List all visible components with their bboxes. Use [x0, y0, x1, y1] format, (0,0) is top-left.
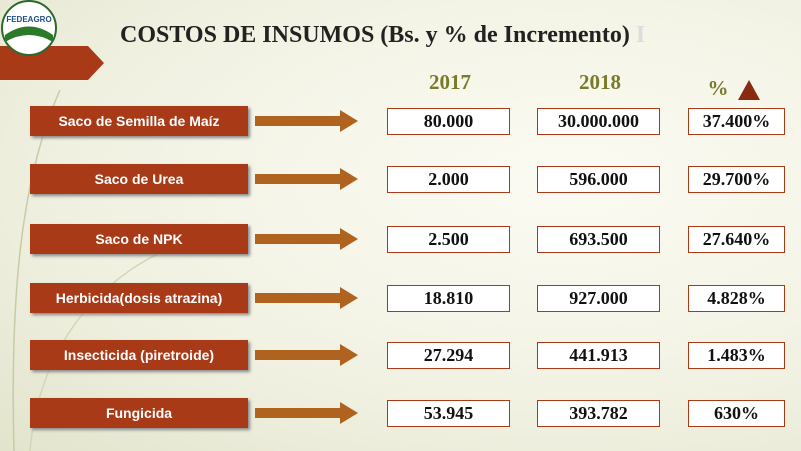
arrow — [255, 402, 358, 424]
row-label: Saco de Semilla de Maíz — [30, 106, 248, 136]
logo-field — [5, 26, 53, 42]
cell: 393.782 — [537, 400, 660, 427]
row-label: Fungicida — [30, 398, 248, 428]
column-header: % — [707, 76, 729, 100]
cell: 630% — [688, 400, 785, 427]
arrow — [255, 168, 358, 190]
title: COSTOS DE INSUMOS (Bs. y % de Incremento… — [120, 22, 645, 49]
cell: 27.294 — [387, 342, 510, 369]
title-mark: I — [635, 22, 646, 48]
cell: 27.640% — [688, 226, 785, 253]
cell: 80.000 — [387, 108, 510, 135]
cell: 37.400% — [688, 108, 785, 135]
cell: 18.810 — [387, 285, 510, 312]
cell: 1.483% — [688, 342, 785, 369]
cell: 2.500 — [387, 226, 510, 253]
cell: 29.700% — [688, 166, 785, 193]
cell: 927.000 — [537, 285, 660, 312]
column-header: 2017 — [429, 70, 471, 94]
cell: 441.913 — [537, 342, 660, 369]
arrow — [255, 228, 358, 250]
cell: 596.000 — [537, 166, 660, 193]
swoosh — [12, 89, 61, 451]
cell: 693.500 — [537, 226, 660, 253]
title-text: COSTOS DE INSUMOS (Bs. y % de Incremento… — [120, 22, 630, 48]
arrow — [255, 110, 358, 132]
row-label: Saco de NPK — [30, 224, 248, 254]
column-header: 2018 — [579, 70, 621, 94]
cell: 30.000.000 — [537, 108, 660, 135]
up-triangle — [738, 80, 760, 100]
arrow — [255, 287, 358, 309]
logo-text: FEDEAGRO — [6, 15, 52, 24]
cell: 2.000 — [387, 166, 510, 193]
row-label: Herbicida(dosis atrazina) — [30, 283, 248, 313]
cell: 4.828% — [688, 285, 785, 312]
row-label: Saco de Urea — [30, 164, 248, 194]
cell: 53.945 — [387, 400, 510, 427]
arrow — [255, 344, 358, 366]
row-label: Insecticida (piretroide) — [30, 340, 248, 370]
